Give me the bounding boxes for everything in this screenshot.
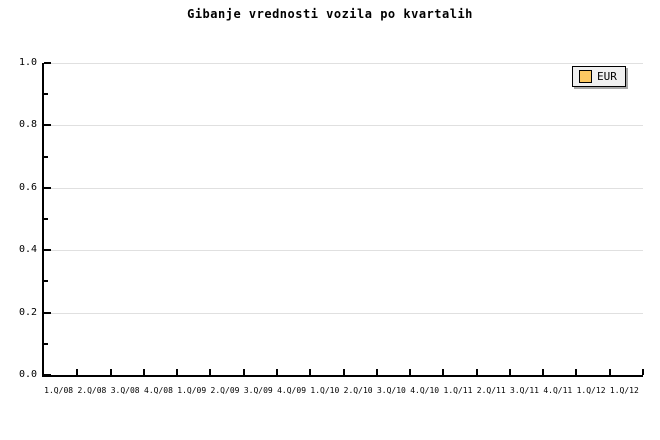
legend-series-swatch-icon	[579, 70, 592, 83]
y-major-tick	[44, 311, 51, 314]
y-gridline	[44, 125, 643, 127]
legend-label: EUR	[597, 70, 617, 83]
x-axis-label: 1.Q/10	[310, 386, 340, 395]
x-axis-label: 3.Q/08	[110, 386, 140, 395]
y-major-tick	[44, 124, 51, 127]
y-major-tick	[44, 186, 51, 189]
x-axis-label: 2.Q/08	[77, 386, 107, 395]
x-axis-tick	[475, 369, 478, 375]
x-axis-label: 3.Q/09	[243, 386, 273, 395]
y-minor-tick	[44, 342, 48, 345]
x-axis-tick	[442, 369, 445, 375]
chart-title: Gibanje vrednosti vozila po kvartalih	[187, 7, 473, 21]
x-axis-label: 4.Q/09	[277, 386, 307, 395]
x-axis-label: 3.Q/11	[510, 386, 539, 395]
legend: EUR	[572, 66, 626, 87]
x-axis-tick	[608, 369, 611, 375]
x-axis-label: 4.Q/08	[144, 386, 173, 395]
y-major-tick	[44, 62, 51, 65]
x-axis-label: 3.Q/10	[376, 386, 406, 395]
y-axis-label: 0.8	[18, 119, 37, 131]
plot-area	[42, 62, 644, 377]
x-axis-label: 2.Q/10	[343, 386, 373, 395]
x-axis-tick	[142, 369, 145, 375]
y-gridline	[44, 250, 643, 252]
x-axis-label: 1.Q/09	[177, 386, 207, 395]
x-axis-tick	[508, 369, 511, 375]
x-axis-label: 1.Q/08	[44, 386, 74, 395]
x-axis-label: 1.Q/11	[443, 386, 473, 395]
y-minor-tick	[44, 218, 48, 220]
x-axis-tick	[242, 369, 245, 375]
y-gridline	[44, 187, 643, 189]
x-axis-label: 1.Q/12	[609, 386, 639, 395]
x-axis-tick	[375, 369, 378, 375]
x-axis-label: 1.Q/12	[576, 386, 606, 395]
y-gridline	[44, 63, 643, 64]
x-axis-tick	[209, 369, 212, 375]
y-minor-tick	[44, 93, 48, 96]
y-minor-tick	[44, 155, 48, 158]
y-major-tick	[44, 374, 51, 376]
x-axis-label: 2.Q/11	[476, 386, 506, 395]
x-axis-label: 4.Q/10	[410, 386, 440, 395]
x-axis-tick	[542, 369, 545, 375]
x-axis-tick	[575, 369, 578, 375]
y-axis-label: 0.0	[18, 369, 37, 380]
y-gridline	[44, 312, 643, 314]
y-axis-label: 0.6	[18, 181, 37, 193]
y-axis-label: 1.0	[18, 57, 37, 68]
x-axis-tick	[275, 369, 278, 375]
x-axis-tick	[642, 369, 644, 375]
x-axis-tick	[76, 369, 79, 375]
y-axis-label: 0.2	[18, 306, 37, 318]
y-major-tick	[44, 249, 51, 252]
x-axis-tick	[109, 369, 112, 375]
y-axis-label: 0.4	[18, 244, 37, 256]
x-axis-tick	[309, 369, 312, 375]
x-axis-label: 2.Q/09	[210, 386, 240, 395]
x-axis-tick	[342, 369, 345, 375]
x-axis-label: 4.Q/11	[543, 386, 573, 395]
x-axis-tick	[176, 369, 179, 375]
y-minor-tick	[44, 280, 48, 283]
x-axis-tick	[409, 369, 412, 375]
